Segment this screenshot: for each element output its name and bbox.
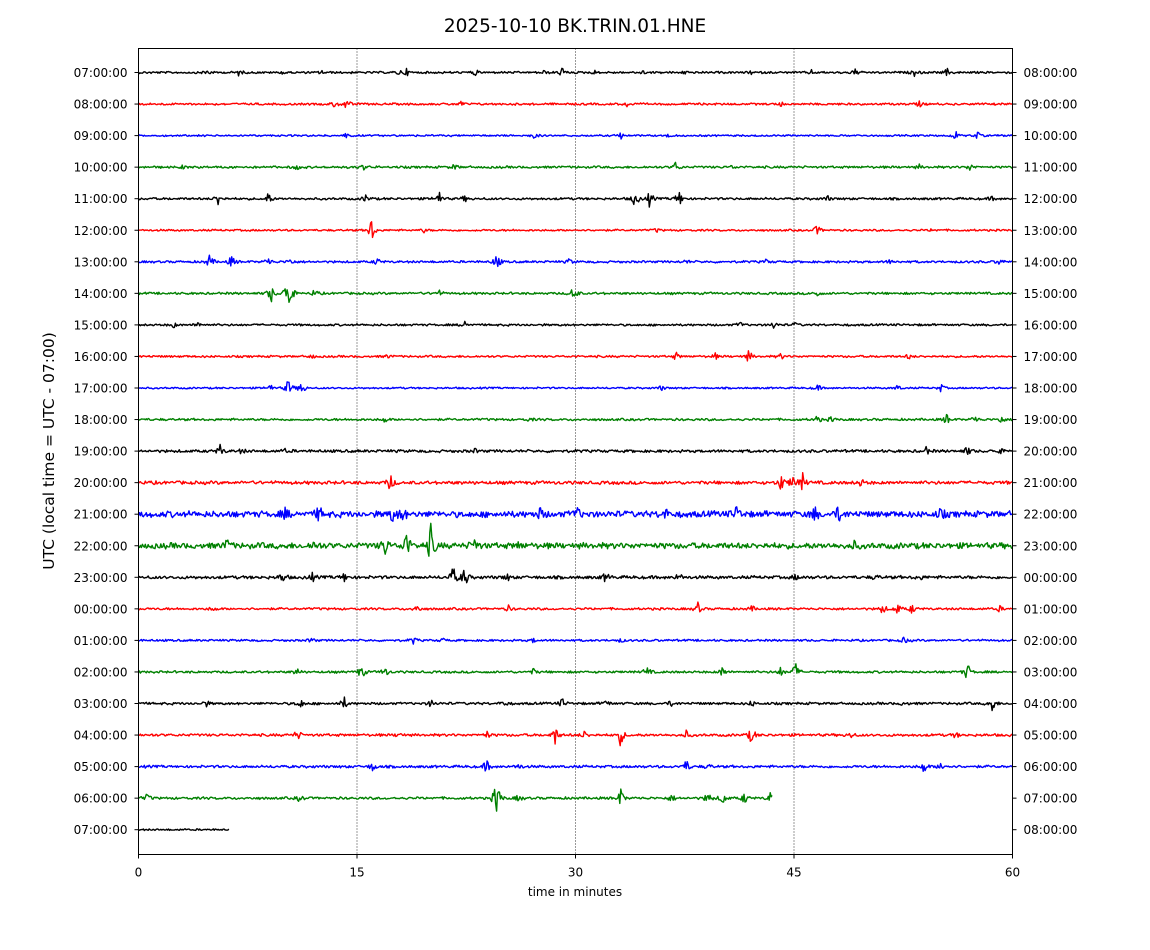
left-tick-label: 09:00:00 — [74, 129, 128, 143]
left-tick-label: 11:00:00 — [74, 192, 128, 206]
x-axis-ticks: 0 15 30 45 60 — [135, 854, 1020, 880]
left-tick-label: 22:00:00 — [74, 539, 128, 553]
left-tick-label: 07:00:00 — [74, 823, 128, 837]
trace-line — [138, 729, 1013, 747]
left-tick-label: 19:00:00 — [74, 445, 128, 459]
right-tick-label: 21:00:00 — [1024, 476, 1078, 490]
left-tick-label: 14:00:00 — [74, 287, 128, 301]
left-tick-label: 02:00:00 — [74, 665, 128, 679]
trace-line — [138, 522, 1013, 557]
right-tick-label: 10:00:00 — [1024, 129, 1078, 143]
right-tick-label: 16:00:00 — [1024, 318, 1078, 332]
right-tick-label: 08:00:00 — [1024, 66, 1078, 80]
trace-line — [138, 221, 1013, 239]
right-tick-label: 01:00:00 — [1024, 602, 1078, 616]
left-tick-label: 20:00:00 — [74, 476, 128, 490]
right-tick-labels: 08:00:00 09:00:00 10:00:00 11:00:00 12:00:00… — [1012, 66, 1078, 837]
trace-line — [137, 100, 1013, 109]
left-tick-label: 21:00:00 — [74, 508, 128, 522]
trace-line — [138, 828, 230, 832]
trace-line — [137, 568, 1013, 584]
left-tick-label: 07:00:00 — [74, 66, 128, 80]
right-tick-label: 07:00:00 — [1024, 792, 1078, 806]
trace-line — [138, 443, 1013, 455]
trace-line — [138, 601, 1013, 614]
left-tick-label: 01:00:00 — [74, 634, 128, 648]
trace-line — [137, 161, 1013, 171]
trace-line — [138, 788, 773, 812]
x-tick-label: 0 — [135, 866, 143, 880]
left-tick-label: 15:00:00 — [74, 318, 128, 332]
right-tick-label: 19:00:00 — [1024, 413, 1078, 427]
trace-line — [138, 320, 1013, 329]
trace-group — [137, 67, 1014, 832]
trace-line — [137, 663, 1013, 679]
trace-line — [137, 191, 1013, 208]
right-tick-label: 15:00:00 — [1024, 287, 1078, 301]
left-tick-labels: 07:00:00 08:00:00 09:00:00 10:00:00 11:00:00… — [74, 66, 139, 837]
x-tick-label: 60 — [1005, 866, 1020, 880]
left-tick-label: 03:00:00 — [74, 697, 128, 711]
right-tick-label: 08:00:00 — [1024, 823, 1078, 837]
left-tick-label: 00:00:00 — [74, 602, 128, 616]
right-tick-label: 17:00:00 — [1024, 350, 1078, 364]
left-tick-label: 12:00:00 — [74, 224, 128, 238]
left-tick-label: 04:00:00 — [74, 729, 128, 743]
trace-line — [138, 696, 1013, 712]
left-tick-label: 06:00:00 — [74, 792, 128, 806]
left-tick-label: 10:00:00 — [74, 161, 128, 175]
right-tick-label: 03:00:00 — [1024, 665, 1078, 679]
right-tick-label: 06:00:00 — [1024, 760, 1078, 774]
right-tick-label: 14:00:00 — [1024, 255, 1078, 269]
trace-line — [137, 350, 1013, 362]
left-tick-label: 13:00:00 — [74, 255, 128, 269]
x-tick-label: 15 — [349, 866, 364, 880]
left-tick-label: 08:00:00 — [74, 98, 128, 112]
y-axis-label: UTC (local time = UTC - 07:00) — [40, 332, 58, 570]
left-tick-label: 17:00:00 — [74, 382, 128, 396]
right-tick-label: 13:00:00 — [1024, 224, 1078, 238]
trace-line — [137, 288, 1013, 303]
left-tick-label: 05:00:00 — [74, 760, 128, 774]
left-tick-label: 16:00:00 — [74, 350, 128, 364]
right-tick-label: 12:00:00 — [1024, 192, 1078, 206]
right-tick-label: 00:00:00 — [1024, 571, 1078, 585]
chart-title: 2025-10-10 BK.TRIN.01.HNE — [443, 16, 707, 37]
left-tick-label: 18:00:00 — [74, 413, 128, 427]
trace-line — [137, 67, 1014, 78]
trace-line — [138, 413, 1013, 424]
right-tick-label: 02:00:00 — [1024, 634, 1078, 648]
right-tick-label: 22:00:00 — [1024, 508, 1078, 522]
left-tick-label: 23:00:00 — [74, 571, 128, 585]
trace-line — [138, 254, 1013, 268]
right-tick-label: 04:00:00 — [1024, 697, 1078, 711]
right-tick-label: 09:00:00 — [1024, 98, 1078, 112]
right-tick-label: 05:00:00 — [1024, 729, 1078, 743]
right-tick-label: 18:00:00 — [1024, 382, 1078, 396]
right-tick-label: 11:00:00 — [1024, 161, 1078, 175]
trace-line — [138, 636, 1013, 645]
trace-line — [137, 472, 1013, 491]
trace-line — [138, 381, 1013, 393]
x-tick-label: 30 — [568, 866, 583, 880]
trace-line — [137, 506, 1013, 522]
x-axis-label: time in minutes — [528, 885, 622, 899]
trace-line — [137, 131, 1014, 140]
trace-line — [138, 760, 1014, 772]
x-tick-label: 45 — [786, 866, 801, 880]
right-tick-label: 20:00:00 — [1024, 445, 1078, 459]
right-tick-label: 23:00:00 — [1024, 539, 1078, 553]
